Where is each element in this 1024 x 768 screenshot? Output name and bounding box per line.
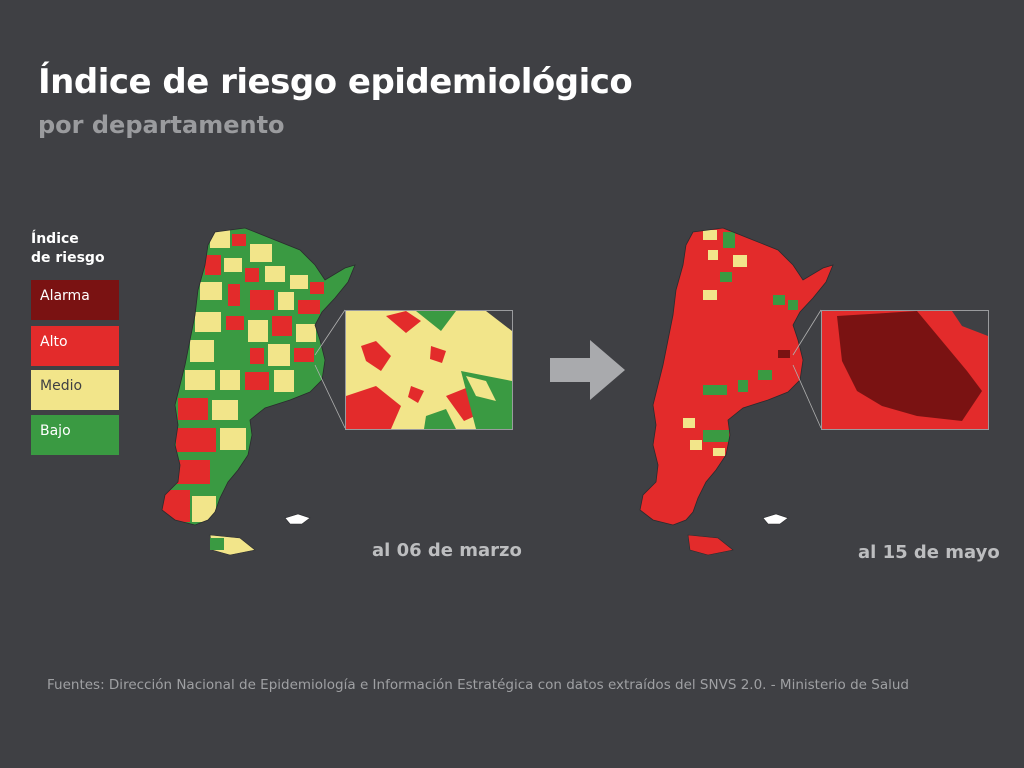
- legend-title-line1: Índice: [31, 231, 79, 247]
- date-label-mayo: al 15 de mayo: [858, 542, 1000, 563]
- page-subtitle: por departamento: [38, 111, 285, 139]
- map-mayo: [628, 220, 1008, 570]
- source-footnote: Fuentes: Dirección Nacional de Epidemiol…: [47, 677, 909, 693]
- inset-mayo: [821, 310, 989, 430]
- legend-item-alto: Alto: [31, 326, 119, 366]
- map-marzo: [150, 220, 530, 570]
- legend-item-medio: Medio: [31, 370, 119, 410]
- date-label-marzo: al 06 de marzo: [372, 540, 522, 561]
- legend-item-bajo: Bajo: [31, 415, 119, 455]
- legend-title-line2: de riesgo: [31, 250, 105, 266]
- legend-title: Índice de riesgo: [31, 230, 131, 268]
- page-title: Índice de riesgo epidemiológico: [38, 62, 633, 102]
- arrow-right-icon: [550, 340, 625, 400]
- legend-item-alarma: Alarma: [31, 280, 119, 320]
- inset-marzo: [345, 310, 513, 430]
